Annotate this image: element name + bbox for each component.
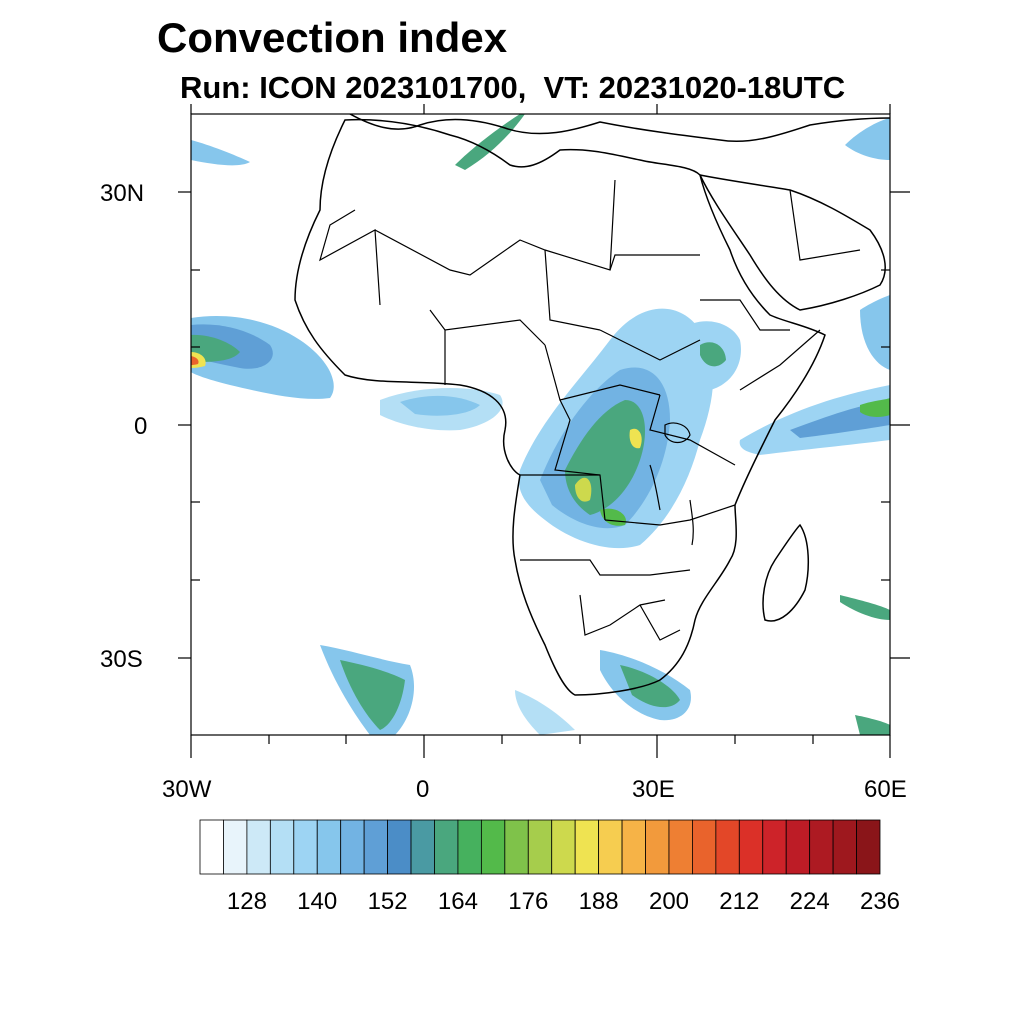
lon-label-60e: 60E: [864, 776, 907, 803]
field-indian-ocean: [739, 385, 890, 455]
colorbar-label: 128: [226, 888, 267, 915]
colorbar-label: 200: [648, 888, 690, 915]
colorbar-swatch: [762, 819, 787, 875]
colorbar-swatch: [480, 819, 506, 875]
colorbar-swatch: [434, 819, 459, 875]
colorbar-label: 152: [367, 888, 408, 915]
colorbar-label: 236: [859, 888, 901, 915]
lake-malawi: [689, 499, 694, 546]
lat-label-0: 0: [134, 413, 148, 440]
africa-coastline: [294, 118, 826, 696]
colorbar-swatch: [199, 819, 224, 875]
colorbar-swatch: [598, 819, 623, 875]
colorbar-swatch: [223, 819, 248, 875]
convection-field: [191, 114, 890, 735]
colorbar-label: 188: [578, 888, 619, 915]
colorbar-swatch: [856, 819, 881, 875]
colorbar-label: 224: [789, 888, 830, 915]
colorbar-swatch: [387, 819, 412, 875]
colorbar-swatch: [293, 819, 318, 875]
country-borders: [319, 179, 861, 641]
lon-label-30w: 30W: [162, 776, 212, 803]
colorbar-swatch: [785, 819, 811, 875]
map-area: [191, 114, 890, 735]
colorbar-swatch: [363, 819, 388, 875]
lakes: [649, 422, 694, 546]
colorbar-swatch: [504, 819, 529, 875]
colorbar-swatch: [340, 819, 365, 875]
lat-ticks: [178, 191, 910, 659]
lon-ticks: [190, 104, 891, 758]
colorbar-label: 212: [719, 888, 760, 915]
arabia-coastline: [698, 173, 886, 311]
lon-label-30e: 30E: [632, 776, 675, 803]
colorbar-swatch: [527, 819, 553, 875]
colorbar-swatch: [692, 819, 717, 875]
colorbar-swatch: [551, 819, 576, 875]
colorbar-swatch: [574, 819, 600, 875]
lake-tanganyika: [649, 464, 661, 511]
chart-subtitle: Run: ICON 2023101700, VT: 20231020-18UTC: [180, 70, 846, 105]
chart-title: Convection index: [157, 14, 508, 61]
colorbar: [199, 819, 881, 875]
colorbar-swatch: [738, 819, 764, 875]
colorbar-swatch: [316, 819, 342, 875]
colorbar-swatch: [668, 819, 693, 875]
colorbar-label: 176: [508, 888, 549, 915]
lon-label-0: 0: [416, 776, 430, 803]
europe-coastline: [349, 114, 890, 143]
madagascar-coastline: [762, 523, 810, 622]
colorbar-label: 164: [437, 888, 478, 915]
colorbar-swatch: [832, 819, 857, 875]
coastlines: [294, 114, 890, 696]
colorbar-swatch: [621, 819, 646, 875]
colorbar-label: 140: [297, 888, 338, 915]
colorbar-swatch: [715, 819, 740, 875]
colorbar-swatch: [246, 819, 271, 875]
colorbar-swatch: [410, 819, 435, 875]
colorbar-swatch: [645, 819, 670, 875]
lat-label-30n: 30N: [100, 180, 145, 207]
colorbar-swatch: [457, 819, 482, 875]
lake-victoria: [664, 422, 691, 444]
colorbar-swatch: [809, 819, 834, 875]
lat-label-30s: 30S: [100, 646, 143, 673]
colorbar-swatch: [269, 819, 295, 875]
